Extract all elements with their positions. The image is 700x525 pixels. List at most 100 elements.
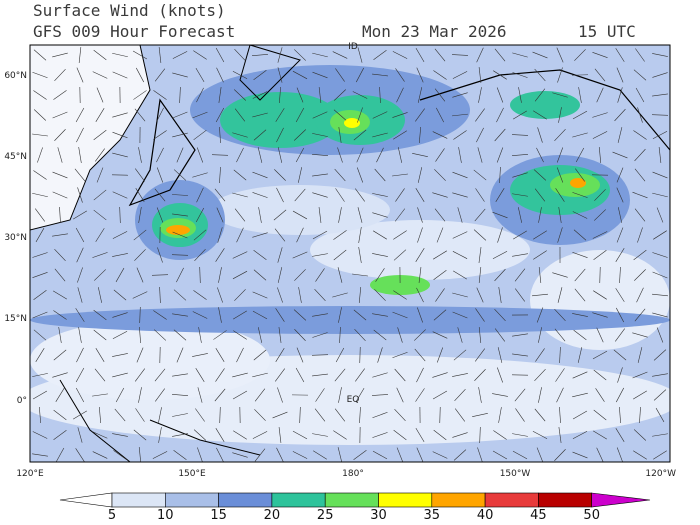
- wind-barb: [32, 373, 48, 377]
- wind-barb: [112, 372, 128, 378]
- wind-barb: [94, 368, 106, 382]
- wind-barb: [394, 408, 406, 422]
- wind-barb: [496, 107, 504, 123]
- wind-barb: [113, 289, 127, 301]
- wind-barb: [333, 230, 347, 240]
- wind-barb: [272, 411, 288, 419]
- wind-barb: [372, 411, 388, 419]
- wind-barb: [433, 250, 447, 260]
- wind-barb: [494, 308, 506, 322]
- wind-barb: [354, 328, 366, 342]
- wind-barb: [652, 93, 668, 97]
- wind-barb: [219, 126, 221, 144]
- wind-barb: [558, 107, 562, 123]
- wind-barb: [98, 287, 102, 303]
- wind-barb: [512, 450, 528, 460]
- wind-barb: [216, 207, 224, 223]
- wind-barb: [95, 348, 105, 362]
- wind-barb: [293, 129, 307, 141]
- wind-barb: [592, 52, 608, 58]
- wind-barb: [338, 207, 342, 223]
- wind-barb: [53, 310, 67, 320]
- wind-barb: [652, 53, 668, 57]
- wind-barb: [637, 107, 643, 123]
- wind-barb: [496, 147, 504, 163]
- wind-barb: [192, 172, 208, 178]
- wind-barb: [138, 207, 142, 223]
- wind-barb: [375, 268, 385, 282]
- wind-barb: [452, 92, 468, 98]
- wind-barb: [215, 428, 225, 442]
- wind-barb: [513, 230, 527, 240]
- wind-barb: [512, 110, 528, 120]
- wind-barb: [232, 132, 248, 138]
- wind-barb: [75, 367, 85, 383]
- wind-barb: [193, 229, 207, 241]
- wind-barb: [478, 387, 482, 403]
- wind-barb: [512, 154, 528, 156]
- wind-barb: [533, 230, 547, 240]
- wind-barb: [194, 249, 206, 261]
- wind-barb: [497, 227, 503, 243]
- wind-barb: [396, 87, 404, 103]
- wind-barb: [338, 387, 342, 403]
- wind-barb: [615, 48, 625, 62]
- title: Surface Wind (knots): [33, 1, 226, 20]
- wind-barb: [33, 290, 47, 300]
- wind-barb: [112, 71, 128, 79]
- wind-barb: [115, 387, 125, 403]
- wind-barb: [554, 449, 566, 461]
- wind-barb: [156, 147, 164, 163]
- wind-barb: [77, 427, 83, 443]
- wind-barb: [55, 388, 65, 402]
- wind-barb: [592, 312, 608, 318]
- wind-barb: [617, 367, 623, 383]
- wind-barb: [236, 347, 244, 363]
- wind-barb: [172, 72, 188, 78]
- wind-barb: [192, 353, 208, 357]
- wind-barb: [198, 327, 202, 343]
- wind-barb: [652, 312, 668, 318]
- wind-barb: [592, 231, 608, 239]
- wind-barb: [474, 348, 486, 362]
- colorbar-label: 50: [583, 508, 600, 523]
- colorbar-segment: [165, 492, 219, 508]
- wind-barb: [133, 429, 147, 441]
- wind-barb: [617, 127, 623, 143]
- wind-barb: [652, 252, 668, 258]
- wind-barb: [512, 433, 528, 437]
- wind-barb: [393, 130, 407, 140]
- wind-barb: [478, 67, 482, 83]
- wind-barb: [333, 109, 347, 121]
- wind-barb: [392, 51, 408, 59]
- wind-barb: [52, 111, 68, 119]
- wind-barb: [573, 229, 587, 241]
- wind-barb: [515, 288, 525, 302]
- wind-barb: [538, 267, 542, 283]
- wind-barb: [233, 89, 247, 101]
- wind-barb: [392, 311, 408, 319]
- wind-barb: [497, 367, 503, 383]
- wind-barb: [478, 267, 482, 283]
- wind-barb: [595, 388, 605, 402]
- wind-barb: [556, 167, 564, 183]
- wind-barb: [333, 430, 347, 440]
- wind-barb: [138, 147, 142, 163]
- wind-barb: [292, 451, 308, 459]
- wind-barb: [232, 270, 248, 280]
- wind-barb: [499, 166, 501, 184]
- wind-barb: [515, 408, 525, 422]
- wind-barb: [417, 307, 423, 323]
- colorbar-segment: [111, 492, 166, 508]
- wind-barb: [75, 107, 85, 123]
- wind-barb: [415, 108, 425, 122]
- wind-barb: [295, 147, 305, 163]
- wind-barb: [474, 208, 486, 222]
- wind-barb: [537, 127, 543, 143]
- wind-barb: [653, 389, 667, 401]
- wind-barb: [196, 187, 204, 203]
- wind-barb: [416, 67, 424, 83]
- wind-barb: [257, 327, 263, 343]
- wind-barb: [92, 252, 108, 258]
- wind-barb: [232, 390, 248, 400]
